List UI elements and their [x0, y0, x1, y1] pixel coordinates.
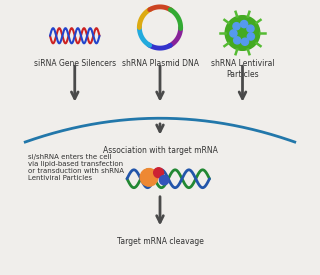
Text: shRNA Lentiviral
Particles: shRNA Lentiviral Particles [211, 59, 274, 79]
Text: Association with target mRNA: Association with target mRNA [103, 146, 217, 155]
Text: Target mRNA cleavage: Target mRNA cleavage [116, 236, 204, 246]
Circle shape [140, 169, 158, 186]
Text: shRNA Plasmid DNA: shRNA Plasmid DNA [122, 59, 198, 68]
Circle shape [230, 30, 237, 37]
Text: siRNA Gene Silencers: siRNA Gene Silencers [34, 59, 116, 68]
Circle shape [241, 21, 248, 28]
Circle shape [247, 33, 254, 40]
Text: si/shRNA enters the cell
via lipid-based transfection
or transduction with shRNA: si/shRNA enters the cell via lipid-based… [28, 154, 124, 181]
Circle shape [225, 16, 260, 50]
Circle shape [241, 38, 249, 45]
Circle shape [247, 25, 254, 32]
Circle shape [154, 168, 164, 178]
Circle shape [159, 175, 169, 185]
Circle shape [234, 37, 241, 44]
Circle shape [233, 23, 240, 30]
